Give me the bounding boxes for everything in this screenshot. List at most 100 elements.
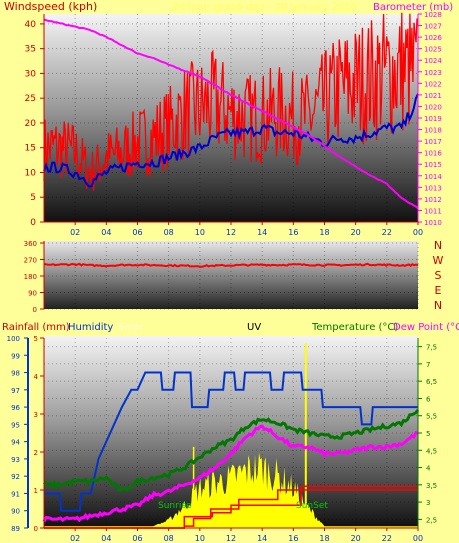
- humidity-tick-label: 89: [11, 525, 20, 533]
- time-tick-label: 06: [132, 228, 142, 237]
- time-tick-label: 04: [101, 534, 111, 543]
- direction-tick-label: 90: [28, 290, 37, 298]
- barometer-tick-label: 1021: [424, 92, 442, 100]
- direction-tick-label: 0: [33, 306, 37, 314]
- time-tick-label: 14: [257, 534, 267, 543]
- time-tick-label: 12: [226, 228, 236, 237]
- barometer-axis-title: Barometer (mb): [373, 2, 453, 13]
- compass-letter: W: [433, 254, 444, 267]
- windspeed-series: [43, 12, 419, 191]
- dew-point-series: [42, 424, 419, 523]
- temperature-tick-label: 4,5: [426, 447, 437, 455]
- compass-letter: N: [434, 299, 442, 312]
- time-tick-label: 16: [288, 228, 298, 237]
- barometer-tick-label: 1015: [424, 161, 442, 169]
- windspeed-tick-label: 20: [25, 119, 37, 129]
- windspeed-tick-label: 10: [25, 168, 37, 178]
- barometer-tick-label: 1010: [424, 219, 442, 227]
- barometer-tick-label: 1011: [424, 207, 442, 215]
- time-tick-label: 12: [226, 534, 236, 543]
- rainfall-tick-label: 4: [34, 373, 39, 381]
- direction-tick-label: 180: [24, 273, 37, 281]
- rainfall-series: [44, 485, 418, 529]
- barometer-tick-label: 1024: [424, 57, 442, 65]
- temperature-tick-label: 4: [426, 465, 431, 473]
- temperature-tick-label: 3: [426, 499, 430, 507]
- barometer-tick-label: 1013: [424, 184, 442, 192]
- temperature-tick-label: 6,5: [426, 378, 437, 386]
- temperature-tick-label: 3,5: [426, 482, 437, 490]
- compass-letter: S: [435, 269, 442, 282]
- windspeed-tick-label: 35: [25, 45, 36, 55]
- barometer-tick-label: 1020: [424, 103, 442, 111]
- windspeed-tick-label: 5: [30, 193, 36, 203]
- windspeed-tick-label: 30: [25, 69, 37, 79]
- barometer-tick-label: 1028: [424, 11, 442, 19]
- temperature-tick-label: 5: [426, 430, 430, 438]
- time-tick-label: 00: [413, 228, 423, 237]
- humidity-tick-label: 97: [11, 387, 20, 395]
- barometer-tick-label: 1022: [424, 80, 442, 88]
- windspeed-axis-title: Windspeed (kph): [4, 0, 97, 13]
- temperature-legend: Temperature (°C): [311, 322, 398, 333]
- windspeed-tick-label: 40: [25, 20, 37, 30]
- time-tick-label: 08: [164, 228, 174, 237]
- direction-tick-label: 360: [24, 240, 37, 248]
- temperature-tick-label: 7,5: [426, 344, 437, 352]
- humidity-tick-label: 96: [11, 404, 20, 412]
- time-tick-label: 06: [132, 534, 142, 543]
- time-tick-label: 10: [195, 534, 205, 543]
- humidity-tick-label: 98: [11, 370, 20, 378]
- barometer-tick-label: 1012: [424, 196, 442, 204]
- humidity-tick-label: 94: [11, 439, 20, 447]
- rainfall-tick-label: 3: [34, 411, 38, 419]
- humidity-legend: Humidity: [68, 322, 113, 333]
- wind-average-series: [43, 93, 419, 188]
- sunset-label: SunSet: [296, 501, 328, 511]
- time-tick-label: 08: [164, 534, 174, 543]
- time-tick-label: 14: [257, 228, 267, 237]
- humidity-tick-label: 90: [11, 508, 20, 516]
- temperature-tick-label: 7: [426, 361, 430, 369]
- windspeed-tick-label: 15: [25, 144, 36, 154]
- temperature-tick-label: 5,5: [426, 413, 437, 421]
- time-tick-label: 22: [382, 534, 392, 543]
- direction-tick-label: 270: [24, 257, 37, 265]
- humidity-series: [44, 371, 418, 512]
- humidity-tick-label: 100: [7, 335, 20, 343]
- barometer-tick-label: 1018: [424, 127, 442, 135]
- humidity-tick-label: 93: [11, 456, 20, 464]
- rainfall-tick-label: 0: [34, 525, 38, 533]
- humidity-tick-label: 95: [11, 421, 20, 429]
- compass-letter: E: [435, 284, 442, 297]
- windspeed-tick-label: 0: [30, 218, 36, 228]
- time-tick-label: 02: [70, 228, 80, 237]
- time-tick-label: 00: [413, 534, 423, 543]
- solar-legend: Solar: [118, 322, 144, 333]
- chart-title: 24 hour graph day : 29 January 2020: [172, 2, 357, 13]
- uv-series: [44, 489, 418, 529]
- humidity-tick-label: 92: [11, 473, 20, 481]
- temperature-series: [43, 408, 420, 493]
- barometer-tick-label: 1023: [424, 69, 442, 77]
- time-tick-label: 02: [70, 534, 80, 543]
- rainfall-tick-label: 5: [34, 335, 38, 343]
- barometer-tick-label: 1019: [424, 115, 442, 123]
- humidity-tick-label: 91: [11, 490, 20, 498]
- barometer-tick-label: 1025: [424, 46, 442, 54]
- time-tick-label: 20: [351, 228, 361, 237]
- time-tick-label: 04: [101, 228, 111, 237]
- time-tick-label: 10: [195, 228, 205, 237]
- time-tick-label: 22: [382, 228, 392, 237]
- rainfall-tick-label: 1: [34, 487, 38, 495]
- time-tick-label: 16: [288, 534, 298, 543]
- solar-series: [44, 452, 418, 528]
- barometer-tick-label: 1014: [424, 173, 442, 181]
- rainfall-axis-title: Rainfall (mm): [2, 322, 70, 333]
- wind-direction-series: [44, 262, 419, 268]
- barometer-series: [43, 18, 419, 210]
- temperature-tick-label: 2,5: [426, 516, 437, 524]
